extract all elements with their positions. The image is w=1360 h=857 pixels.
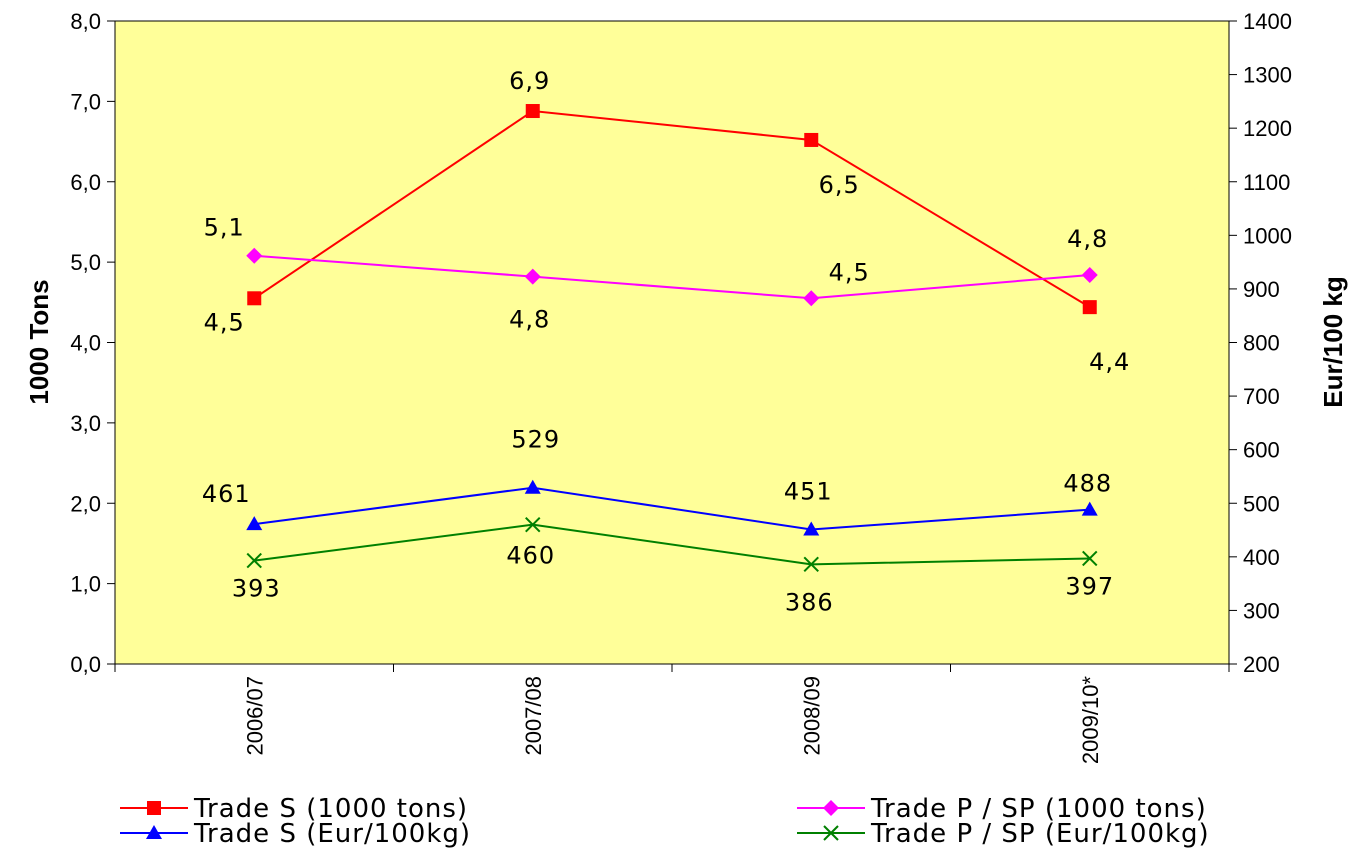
series-line-1	[253, 109, 1091, 308]
square-marker	[525, 104, 540, 119]
square-marker	[247, 291, 262, 306]
data-label: 6,5	[819, 171, 860, 199]
y-right-axis-title: Eur/100 kg	[1318, 276, 1348, 408]
diamond-marker	[246, 247, 263, 264]
y-right-tick-label: 1000	[1243, 223, 1292, 248]
triangle-marker	[803, 521, 820, 536]
legend-label: Trade P / SP (Eur/100kg)	[870, 819, 1210, 849]
x-category-label: 2006/07	[242, 676, 267, 756]
square-marker	[804, 132, 819, 147]
triangle-marker	[246, 516, 263, 531]
series-line-3	[254, 486, 1090, 531]
data-label: 529	[511, 426, 560, 454]
data-label: 6,9	[509, 67, 550, 95]
legend-item: Trade S (1000 tons)	[120, 794, 468, 824]
data-label: 488	[1063, 470, 1112, 498]
data-label: 4,8	[1067, 225, 1108, 253]
y-right-tick-label: 800	[1243, 331, 1280, 356]
square-marker	[147, 801, 161, 815]
data-label: 393	[232, 575, 281, 603]
y-right-tick-label: 200	[1243, 652, 1280, 677]
data-labels: 4,5 6,9 6,5 4,4 5,1 4,8 4,5 4,8 461 529 451 488 393 4…	[202, 67, 1130, 616]
x-category-label: 2008/09	[799, 676, 824, 756]
x-marker	[823, 825, 839, 841]
y-left-tick-label: 7,0	[70, 89, 101, 114]
plot-area	[114, 20, 1230, 665]
triangle-marker	[1081, 501, 1098, 516]
data-label: 5,1	[204, 214, 245, 242]
y-left-tick-label: 6,0	[70, 170, 101, 195]
axes: 0,0 1,0 2,0 3,0 4,0 5,0 6,0 7,0 8,0 200 300 400 500 6…	[24, 9, 1348, 764]
y-right-tick-label: 300	[1243, 598, 1280, 623]
series-group	[246, 104, 1098, 573]
x-marker	[1082, 550, 1098, 567]
diamond-marker	[803, 290, 820, 307]
triangle-marker	[524, 479, 541, 494]
data-label: 460	[506, 542, 555, 570]
y-left-tick-label: 0,0	[70, 652, 101, 677]
series-line-2	[254, 254, 1090, 300]
y-left-tick-label: 8,0	[70, 9, 101, 34]
data-label: 4,5	[829, 258, 870, 286]
y-right-tick-label: 400	[1243, 545, 1280, 570]
legend: Trade S (1000 tons) Trade P / SP (1000 to…	[120, 794, 1210, 849]
y-left-tick-label: 2,0	[70, 491, 101, 516]
y-left-axis-title: 1000 Tons	[24, 279, 54, 404]
legend-item: Trade P / SP (Eur/100kg)	[797, 819, 1210, 849]
y-right-tick-label: 1200	[1243, 116, 1292, 141]
y-right-tick-label: 700	[1243, 384, 1280, 409]
diamond-marker	[1081, 266, 1098, 283]
y-left-tick-label: 1,0	[70, 572, 101, 597]
data-label: 386	[785, 588, 834, 616]
series-line-4	[254, 523, 1090, 566]
y-right-tick-label: 1400	[1243, 9, 1292, 34]
data-label: 461	[202, 480, 251, 508]
y-right-tick-label: 600	[1243, 438, 1280, 463]
legend-label: Trade S (Eur/100kg)	[193, 819, 471, 849]
data-label: 4,5	[204, 308, 245, 336]
data-label: 4,8	[509, 306, 550, 334]
y-right-tick-label: 500	[1243, 491, 1280, 516]
legend-item: Trade S (Eur/100kg)	[120, 819, 471, 849]
x-marker	[246, 552, 262, 569]
diamond-marker	[524, 268, 541, 285]
diamond-marker	[823, 800, 839, 816]
y-left-tick-label: 3,0	[70, 411, 101, 436]
legend-label: Trade P / SP (1000 tons)	[870, 794, 1207, 824]
data-label: 451	[784, 478, 833, 506]
square-marker	[1082, 300, 1097, 315]
legend-label: Trade S (1000 tons)	[193, 794, 468, 824]
x-category-label: 2009/10*	[1078, 676, 1103, 765]
y-left-tick-label: 5,0	[70, 250, 101, 275]
y-right-tick-label: 1100	[1243, 170, 1290, 195]
data-label: 397	[1065, 572, 1114, 600]
legend-item: Trade P / SP (1000 tons)	[797, 794, 1207, 824]
x-marker	[525, 516, 541, 533]
x-marker	[803, 556, 819, 573]
triangle-marker	[146, 825, 162, 839]
y-right-tick-label: 900	[1243, 277, 1280, 302]
y-left-tick-label: 4,0	[70, 331, 101, 356]
y-right-tick-label: 1300	[1243, 63, 1292, 88]
x-category-label: 2007/08	[521, 676, 546, 756]
data-label: 4,4	[1089, 348, 1130, 376]
